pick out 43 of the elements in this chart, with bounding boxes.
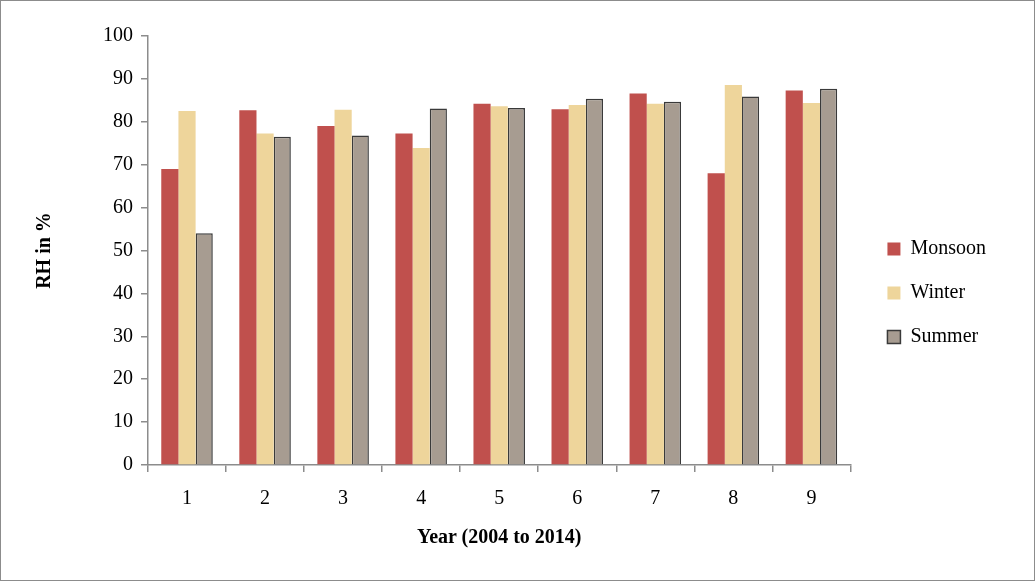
x-tick-label: 6 <box>572 486 583 509</box>
x-tick-label: 1 <box>182 486 193 509</box>
bar <box>256 133 274 465</box>
x-tick-label: 4 <box>416 486 427 509</box>
y-tick-label: 30 <box>113 323 133 346</box>
bar <box>161 168 179 465</box>
x-tick-label: 5 <box>494 486 505 509</box>
bar <box>490 106 508 465</box>
x-tick-label: 8 <box>728 486 739 509</box>
bar <box>568 105 586 465</box>
legend-label: Monsoon <box>910 236 987 259</box>
legend-label: Summer <box>910 324 979 347</box>
y-tick-label: 100 <box>103 23 133 46</box>
y-tick-label: 40 <box>113 280 133 303</box>
legend-label: Winter <box>910 280 966 303</box>
x-axis-title: Year (2004 to 2014) <box>416 525 582 549</box>
x-tick-label: 7 <box>650 486 661 509</box>
bar <box>395 133 413 465</box>
bar <box>178 111 196 465</box>
bar <box>646 103 664 465</box>
y-tick-label: 70 <box>113 151 133 174</box>
bar <box>707 173 725 465</box>
bar <box>473 103 491 465</box>
y-tick-label: 90 <box>113 66 133 89</box>
bar <box>629 93 647 465</box>
y-tick-label: 60 <box>113 194 133 217</box>
y-tick-label: 80 <box>113 109 133 132</box>
bar <box>412 147 430 465</box>
bar <box>239 110 257 465</box>
x-tick-label: 3 <box>338 486 349 509</box>
y-tick-label: 50 <box>113 237 133 260</box>
bar <box>551 109 569 465</box>
x-tick-label: 9 <box>806 486 817 509</box>
bar <box>785 90 803 465</box>
y-tick-label: 20 <box>113 366 133 389</box>
bar <box>317 126 335 465</box>
y-tick-label: 10 <box>113 409 133 432</box>
bar <box>724 84 742 465</box>
bar <box>802 102 820 465</box>
y-axis-title: RH in % <box>32 212 55 289</box>
bar <box>334 109 352 465</box>
y-tick-label: 0 <box>123 452 133 475</box>
x-tick-label: 2 <box>260 486 271 509</box>
